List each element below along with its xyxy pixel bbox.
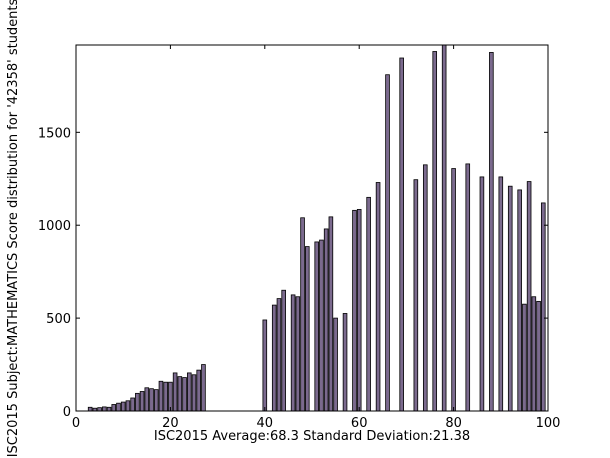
bar-score-80 (451, 168, 456, 412)
bar-score-54 (328, 216, 334, 412)
bar-score-95 (522, 303, 527, 412)
x-tick-label-20: 20 (162, 416, 179, 431)
x-axis-label: ISC2015 Average:68.3 Standard Deviation:… (154, 429, 470, 444)
x-tick-label-100: 100 (536, 416, 561, 431)
bar-score-59 (352, 209, 357, 412)
bar-score-69 (399, 57, 404, 412)
bar-score-51 (314, 241, 320, 412)
bar-score-44 (281, 289, 286, 412)
bar-score-43 (276, 298, 282, 412)
bar-score-7 (106, 406, 112, 412)
bar-score-5 (97, 407, 102, 412)
bar-score-47 (295, 296, 301, 412)
bar-score-18 (158, 380, 164, 412)
bar-score-62 (366, 196, 371, 412)
bar-score-78 (441, 44, 447, 412)
bar-score-53 (323, 228, 329, 412)
y-tick-label-0: 0 (63, 405, 71, 420)
bar-score-8 (111, 404, 117, 412)
bar-score-23 (182, 377, 187, 412)
bar-score-10 (120, 401, 126, 412)
bar-score-46 (290, 294, 296, 412)
bar-score-90 (498, 176, 504, 412)
bar-score-14 (139, 391, 145, 412)
bar-score-97 (531, 296, 537, 412)
x-tick-label-40: 40 (257, 416, 274, 431)
bar-score-83 (465, 163, 471, 412)
bar-score-48 (300, 217, 305, 412)
bar-score-99 (540, 202, 546, 412)
bar-score-21 (172, 372, 178, 412)
bar-score-27 (201, 364, 206, 412)
bar-score-66 (385, 74, 390, 412)
bar-score-19 (163, 381, 168, 412)
x-tick-label-80: 80 (445, 416, 462, 431)
bar-score-52 (319, 239, 324, 412)
bar-score-88 (489, 52, 494, 412)
bar-score-86 (479, 176, 485, 412)
x-axis-ticks: 0 20 40 60 80 100 (72, 45, 561, 431)
bar-score-9 (116, 402, 121, 412)
bar-score-55 (333, 317, 338, 412)
y-axis-ticks: 0 500 1000 1500 (38, 126, 548, 420)
bar-score-16 (149, 388, 154, 412)
bar-score-42 (271, 304, 277, 412)
bar-score-57 (342, 313, 348, 412)
bar-score-12 (130, 397, 135, 412)
bar-score-76 (432, 51, 438, 412)
x-tick-label-60: 60 (351, 416, 368, 431)
plot-frame (75, 44, 549, 412)
bar-score-72 (413, 179, 419, 412)
y-tick-label-500: 500 (46, 312, 71, 327)
bar-score-11 (125, 400, 131, 412)
bar-score-98 (536, 300, 541, 412)
bar-score-24 (186, 372, 192, 412)
bar-score-94 (517, 189, 522, 412)
bar-score-64 (375, 182, 381, 412)
bar-score-92 (507, 185, 513, 412)
bar-score-40 (262, 319, 268, 412)
bar-score-96 (526, 181, 532, 412)
bar-score-20 (168, 381, 173, 412)
x-tick-label-0: 0 (72, 416, 80, 431)
bar-score-74 (422, 164, 428, 412)
y-axis-label: ISC2015 Subject:MATHEMATICS Score distri… (6, 0, 21, 457)
bar-series (87, 44, 546, 412)
bar-score-60 (356, 209, 362, 412)
bar-score-15 (144, 387, 150, 412)
bar-score-49 (304, 246, 310, 412)
y-tick-label-1000: 1000 (38, 219, 71, 234)
bar-score-26 (196, 369, 202, 412)
bar-score-13 (135, 392, 140, 412)
bar-score-25 (191, 374, 197, 412)
bar-score-17 (153, 389, 159, 412)
bar-score-6 (102, 406, 107, 412)
y-tick-label-1500: 1500 (38, 126, 71, 141)
bar-score-22 (177, 376, 183, 412)
bar-score-3 (87, 406, 93, 412)
